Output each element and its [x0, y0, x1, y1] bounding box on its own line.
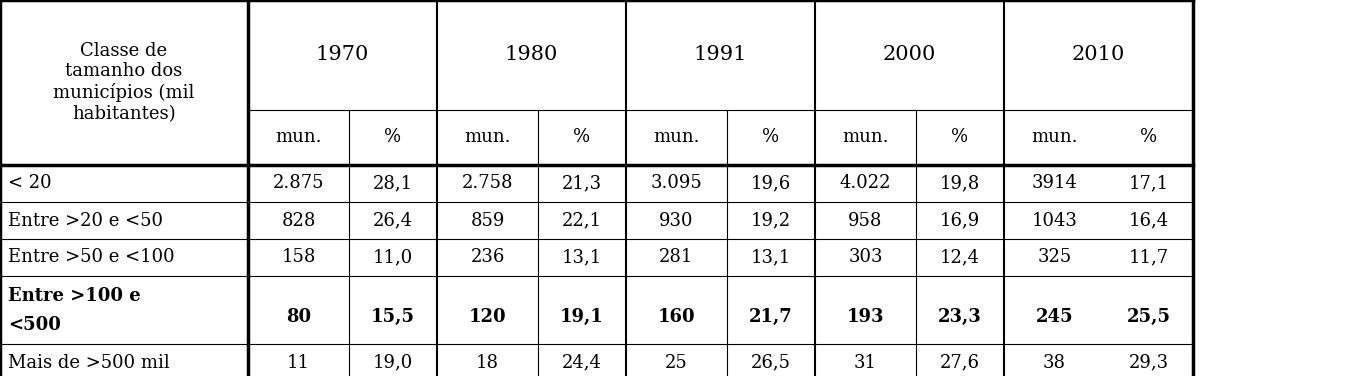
Text: 4.022: 4.022 [840, 174, 892, 193]
Text: 828: 828 [281, 211, 316, 229]
Text: 25,5: 25,5 [1127, 308, 1171, 326]
Text: 120: 120 [469, 308, 507, 326]
Text: 2000: 2000 [882, 45, 936, 65]
Text: 26,4: 26,4 [373, 211, 413, 229]
Text: 160: 160 [658, 308, 696, 326]
Text: 13,1: 13,1 [562, 249, 603, 267]
Text: 11: 11 [286, 353, 309, 371]
Text: 3.095: 3.095 [651, 174, 703, 193]
Text: mun.: mun. [465, 129, 511, 147]
Text: 80: 80 [286, 308, 311, 326]
Text: 281: 281 [659, 249, 693, 267]
Text: %: % [573, 129, 590, 147]
Text: <500: <500 [8, 316, 61, 334]
Text: 303: 303 [848, 249, 882, 267]
Text: 16,9: 16,9 [940, 211, 979, 229]
Text: 1043: 1043 [1032, 211, 1078, 229]
Text: %: % [762, 129, 780, 147]
Text: < 20: < 20 [8, 174, 51, 193]
Text: 193: 193 [847, 308, 885, 326]
Text: 1980: 1980 [505, 45, 558, 65]
Text: 15,5: 15,5 [372, 308, 415, 326]
Text: 29,3: 29,3 [1129, 353, 1169, 371]
Text: 21,3: 21,3 [562, 174, 603, 193]
Text: Entre >20 e <50: Entre >20 e <50 [8, 211, 163, 229]
Text: 2.875: 2.875 [273, 174, 324, 193]
Text: 19,0: 19,0 [373, 353, 413, 371]
Text: mun.: mun. [654, 129, 700, 147]
Text: 1991: 1991 [694, 45, 747, 65]
Text: 19,2: 19,2 [751, 211, 792, 229]
Text: 958: 958 [848, 211, 882, 229]
Text: 28,1: 28,1 [373, 174, 413, 193]
Text: 236: 236 [470, 249, 505, 267]
Text: Classe de
tamanho dos
municípios (mil
habitantes): Classe de tamanho dos municípios (mil ha… [53, 42, 195, 123]
Text: 26,5: 26,5 [751, 353, 790, 371]
Text: 23,3: 23,3 [938, 308, 982, 326]
Text: Entre >100 e: Entre >100 e [8, 287, 141, 305]
Text: 38: 38 [1043, 353, 1066, 371]
Text: 11,0: 11,0 [373, 249, 413, 267]
Text: 2010: 2010 [1071, 45, 1125, 65]
Text: 19,8: 19,8 [940, 174, 979, 193]
Text: 245: 245 [1036, 308, 1073, 326]
Text: 24,4: 24,4 [562, 353, 603, 371]
Text: %: % [1140, 129, 1158, 147]
Text: 21,7: 21,7 [748, 308, 793, 326]
Text: 930: 930 [659, 211, 694, 229]
Text: 31: 31 [854, 353, 877, 371]
Text: 13,1: 13,1 [751, 249, 792, 267]
Text: 27,6: 27,6 [940, 353, 979, 371]
Text: %: % [951, 129, 969, 147]
Text: 158: 158 [281, 249, 316, 267]
Text: 16,4: 16,4 [1129, 211, 1169, 229]
Text: 25: 25 [665, 353, 688, 371]
Text: 325: 325 [1038, 249, 1071, 267]
Text: mun.: mun. [276, 129, 322, 147]
Text: 859: 859 [470, 211, 505, 229]
Text: mun.: mun. [842, 129, 889, 147]
Text: 19,6: 19,6 [751, 174, 792, 193]
Text: 2.758: 2.758 [462, 174, 513, 193]
Text: 18: 18 [476, 353, 499, 371]
Text: Entre >50 e <100: Entre >50 e <100 [8, 249, 174, 267]
Text: 11,7: 11,7 [1129, 249, 1169, 267]
Text: mun.: mun. [1031, 129, 1078, 147]
Text: 1970: 1970 [316, 45, 369, 65]
Text: 22,1: 22,1 [562, 211, 603, 229]
Text: 3914: 3914 [1032, 174, 1078, 193]
Text: Mais de >500 mil: Mais de >500 mil [8, 353, 170, 371]
Text: %: % [385, 129, 401, 147]
Text: 12,4: 12,4 [940, 249, 979, 267]
Text: 19,1: 19,1 [561, 308, 604, 326]
Text: 17,1: 17,1 [1129, 174, 1169, 193]
